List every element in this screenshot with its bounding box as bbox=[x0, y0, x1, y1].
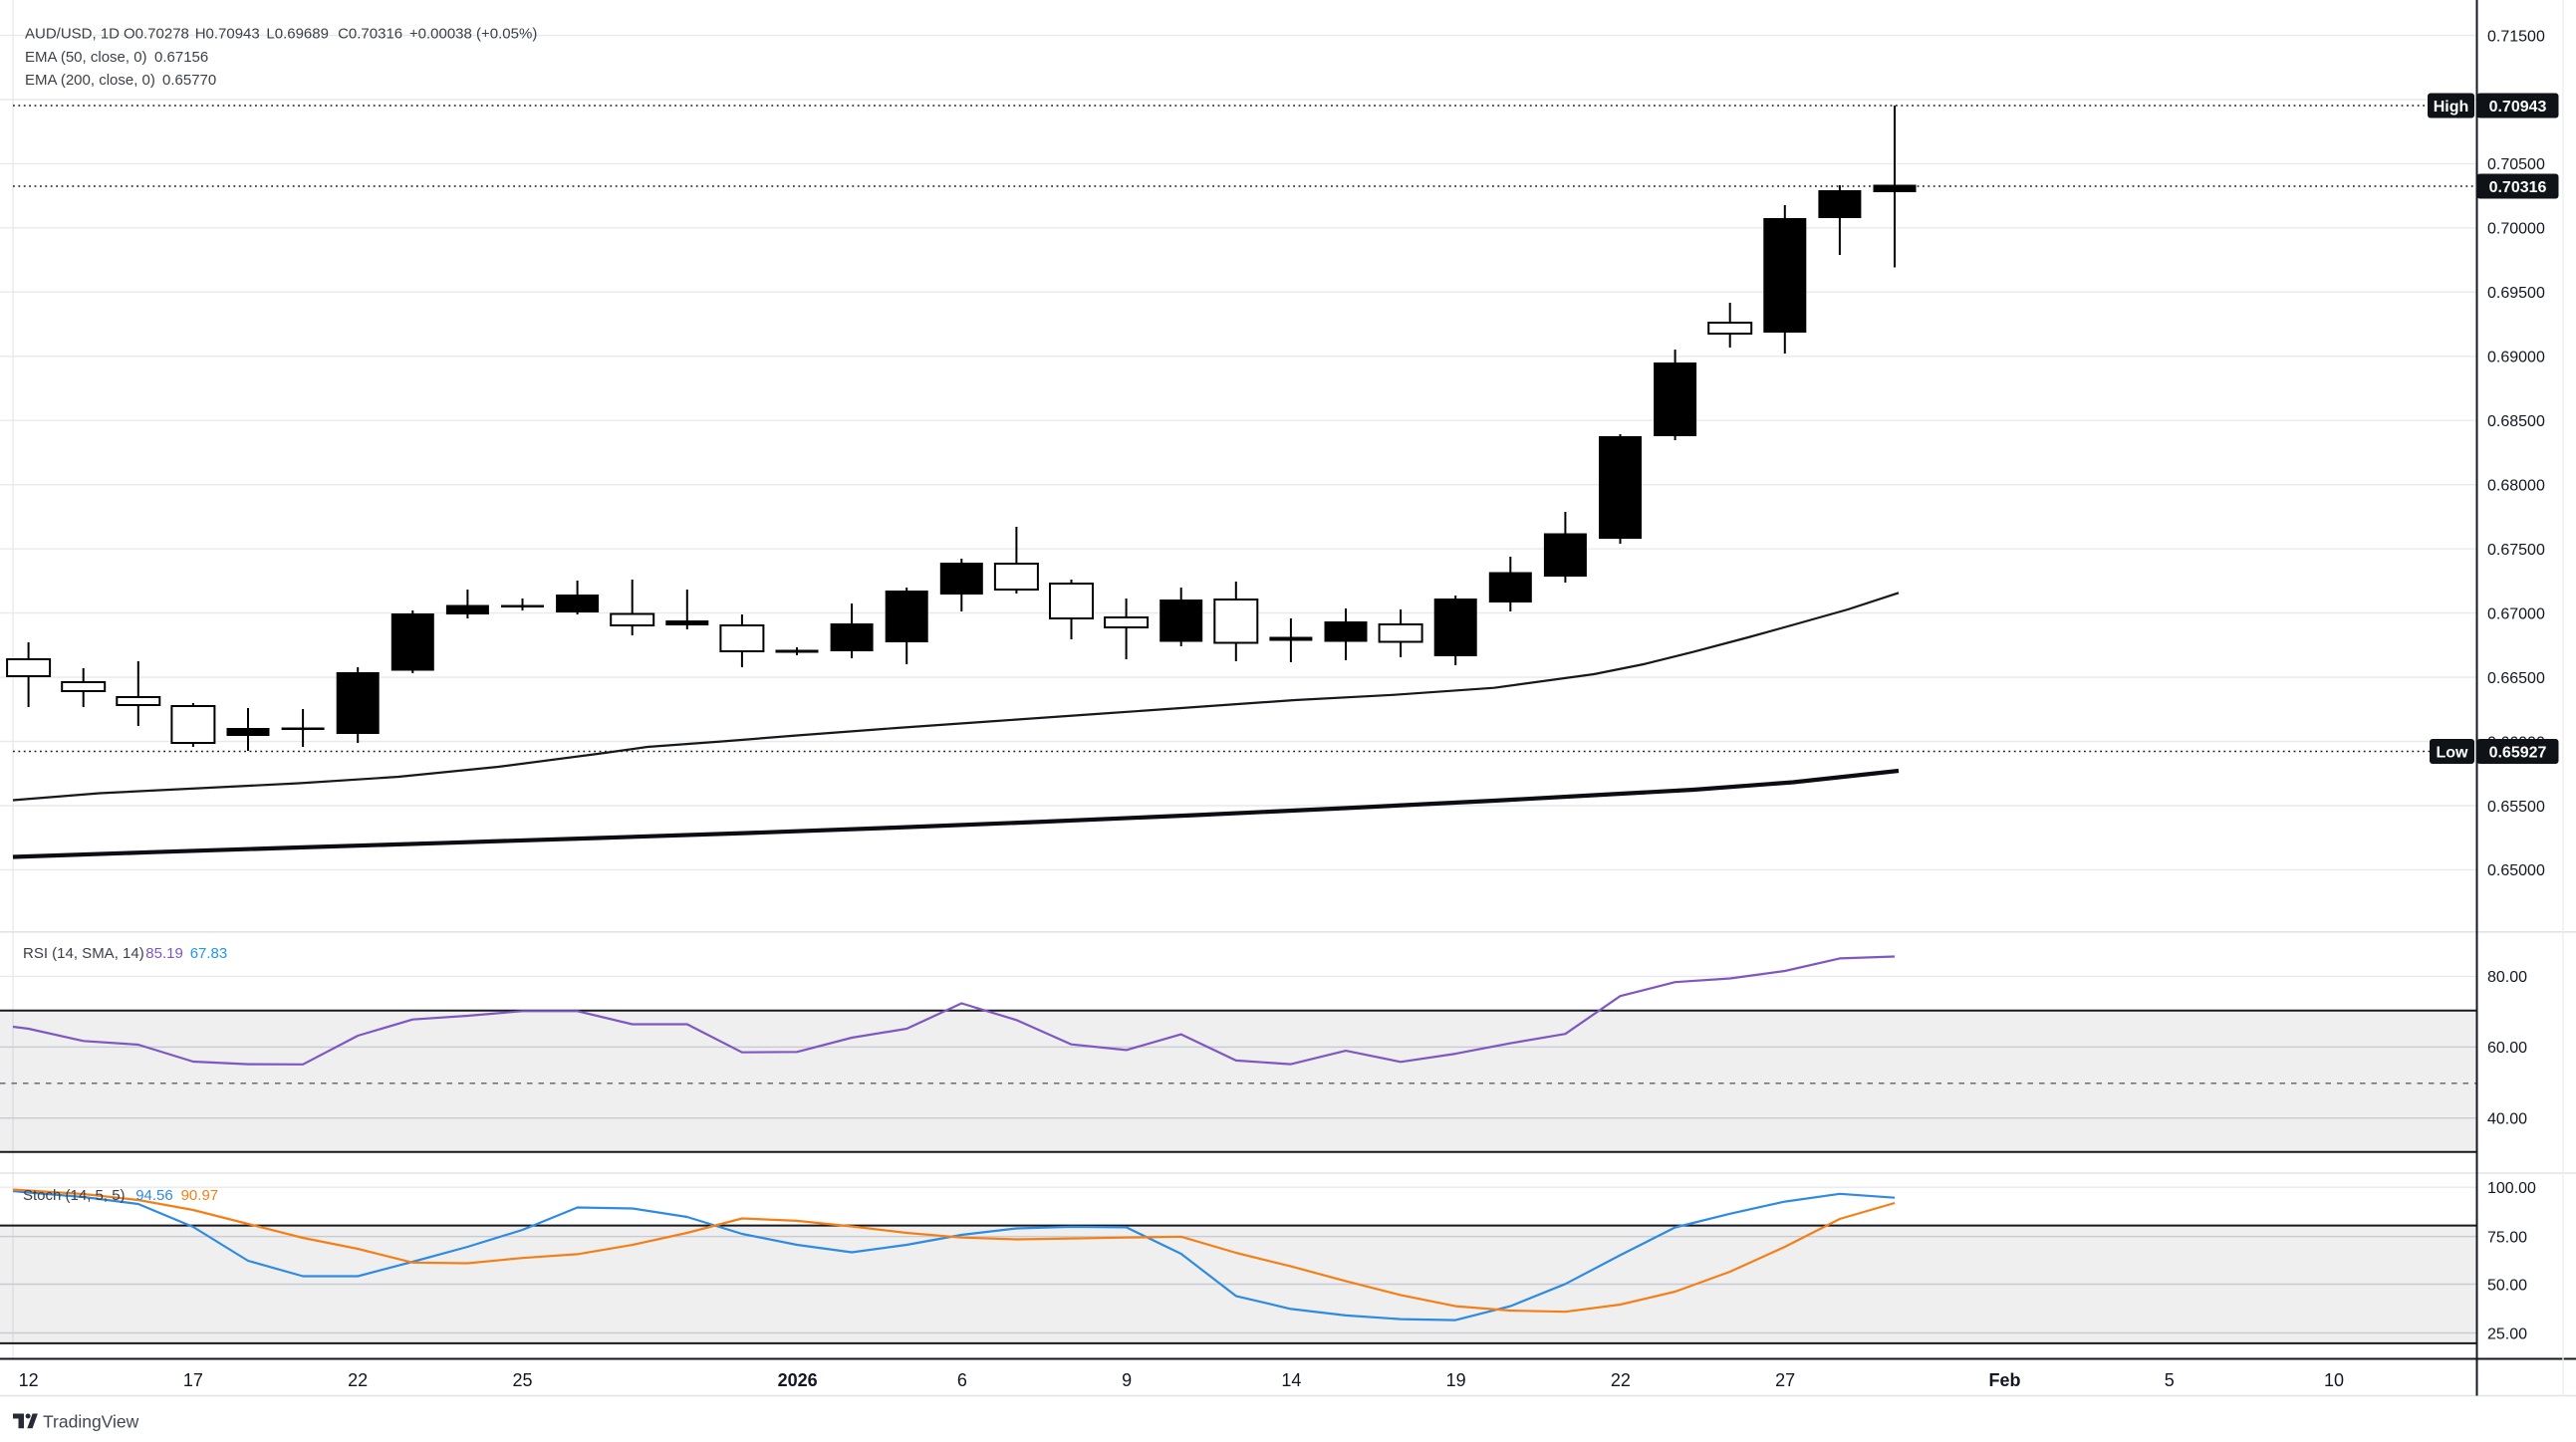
svg-text:100.00: 100.00 bbox=[2487, 1180, 2536, 1197]
svg-text:60.00: 60.00 bbox=[2487, 1040, 2527, 1057]
svg-text:0.65500: 0.65500 bbox=[2487, 799, 2545, 816]
svg-text:Low: Low bbox=[2437, 745, 2469, 762]
svg-text:O0.70278: O0.70278 bbox=[124, 26, 189, 43]
svg-text:67.83: 67.83 bbox=[190, 945, 228, 962]
svg-text:0.69500: 0.69500 bbox=[2487, 285, 2545, 302]
svg-text:+0.00038 (+0.05%): +0.00038 (+0.05%) bbox=[409, 26, 537, 43]
svg-text:50.00: 50.00 bbox=[2487, 1277, 2527, 1294]
svg-text:6: 6 bbox=[957, 1370, 967, 1390]
svg-text:0.70000: 0.70000 bbox=[2487, 221, 2545, 238]
svg-text:17: 17 bbox=[183, 1370, 203, 1390]
svg-text:0.65000: 0.65000 bbox=[2487, 862, 2545, 879]
svg-text:AUD/USD, 1D: AUD/USD, 1D bbox=[25, 26, 120, 43]
svg-text:0.70316: 0.70316 bbox=[2489, 179, 2547, 196]
svg-text:75.00: 75.00 bbox=[2487, 1229, 2527, 1246]
svg-text:0.69000: 0.69000 bbox=[2487, 350, 2545, 366]
svg-text:10: 10 bbox=[2324, 1370, 2344, 1390]
svg-text:EMA (200, close, 0): EMA (200, close, 0) bbox=[25, 72, 155, 89]
svg-text:22: 22 bbox=[1611, 1370, 1631, 1390]
svg-text:0.70943: 0.70943 bbox=[2489, 99, 2547, 116]
svg-text:14: 14 bbox=[1281, 1370, 1301, 1390]
svg-text:90.97: 90.97 bbox=[181, 1187, 219, 1204]
svg-text:2026: 2026 bbox=[778, 1370, 818, 1390]
svg-text:EMA (50, close, 0): EMA (50, close, 0) bbox=[25, 49, 147, 66]
svg-text:0.68500: 0.68500 bbox=[2487, 413, 2545, 430]
svg-text:0.67156: 0.67156 bbox=[154, 49, 208, 66]
svg-text:0.68000: 0.68000 bbox=[2487, 478, 2545, 495]
svg-text:27: 27 bbox=[1775, 1370, 1795, 1390]
svg-text:0.71500: 0.71500 bbox=[2487, 28, 2545, 45]
svg-text:0.65770: 0.65770 bbox=[162, 72, 216, 89]
svg-text:0.67000: 0.67000 bbox=[2487, 605, 2545, 622]
svg-text:94.56: 94.56 bbox=[135, 1187, 173, 1204]
svg-text:Stoch (14, 5, 5): Stoch (14, 5, 5) bbox=[23, 1187, 126, 1204]
svg-text:H0.70943: H0.70943 bbox=[195, 26, 260, 43]
svg-text:C0.70316: C0.70316 bbox=[338, 26, 402, 43]
svg-text:22: 22 bbox=[348, 1370, 368, 1390]
svg-text:0.66500: 0.66500 bbox=[2487, 670, 2545, 687]
svg-text:High: High bbox=[2434, 99, 2469, 116]
svg-text:RSI (14, SMA, 14): RSI (14, SMA, 14) bbox=[23, 945, 144, 962]
svg-text:L0.69689: L0.69689 bbox=[266, 26, 329, 43]
svg-text:12: 12 bbox=[19, 1370, 39, 1390]
svg-text:Feb: Feb bbox=[1988, 1370, 2020, 1390]
svg-text:40.00: 40.00 bbox=[2487, 1111, 2527, 1128]
svg-text:5: 5 bbox=[2165, 1370, 2175, 1390]
svg-text:0.70500: 0.70500 bbox=[2487, 156, 2545, 173]
svg-text:0.67500: 0.67500 bbox=[2487, 542, 2545, 559]
svg-text:9: 9 bbox=[1122, 1370, 1132, 1390]
svg-text:25: 25 bbox=[512, 1370, 532, 1390]
svg-text:19: 19 bbox=[1446, 1370, 1466, 1390]
svg-text:0.65927: 0.65927 bbox=[2489, 745, 2547, 762]
svg-text:85.19: 85.19 bbox=[145, 945, 183, 962]
svg-text:80.00: 80.00 bbox=[2487, 969, 2527, 986]
svg-text:25.00: 25.00 bbox=[2487, 1325, 2527, 1342]
svg-text:TradingView: TradingView bbox=[43, 1412, 139, 1432]
